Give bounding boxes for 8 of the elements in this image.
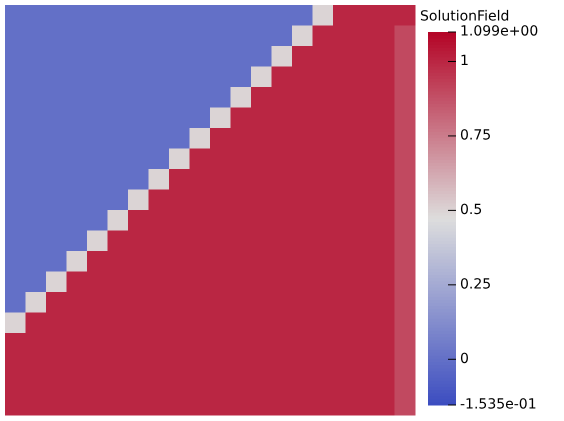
color-bar-label: 1.099e+00 xyxy=(460,24,538,40)
color-bar-label: 0 xyxy=(460,350,469,367)
color-bar-label: 0.75 xyxy=(460,128,492,144)
color-bar-label: -1.535e-01 xyxy=(460,396,537,413)
color-bar-label: 0.25 xyxy=(460,276,492,292)
color-bar-label: 1 xyxy=(460,53,469,70)
color-bar-label: 0.5 xyxy=(460,202,482,218)
color-bar-title: SolutionField xyxy=(420,8,510,25)
